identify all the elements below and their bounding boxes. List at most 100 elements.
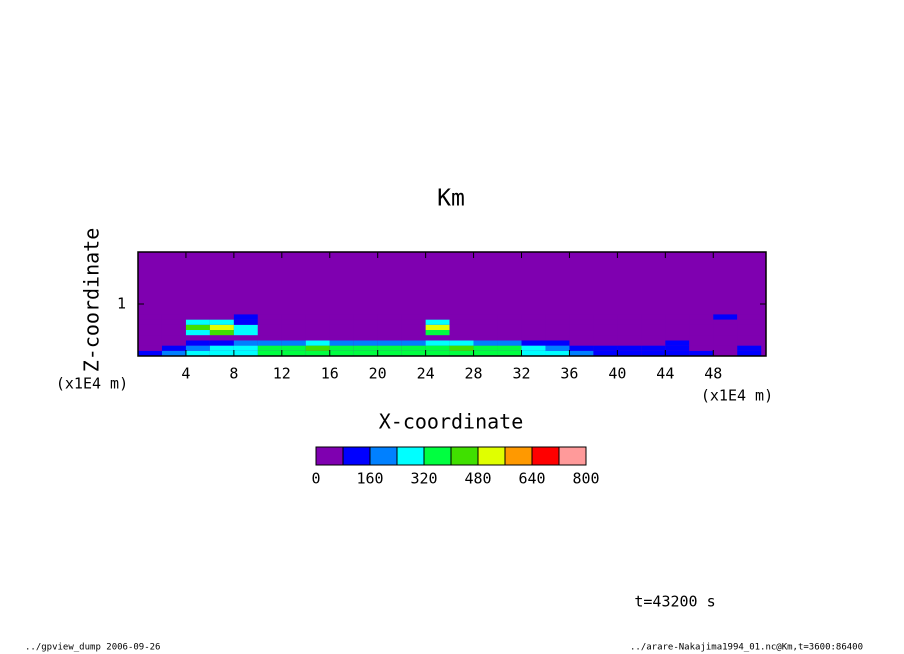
field-cell bbox=[473, 335, 498, 341]
field-cell bbox=[593, 314, 618, 320]
field-cell bbox=[185, 324, 210, 330]
field-cell bbox=[665, 340, 690, 346]
field-cell bbox=[569, 335, 594, 341]
field-cell bbox=[138, 314, 162, 320]
field-cell bbox=[737, 330, 762, 336]
field-cell bbox=[329, 350, 354, 356]
field-cell bbox=[353, 314, 378, 320]
field-cell bbox=[545, 350, 570, 356]
field-cell bbox=[737, 335, 762, 341]
field-cell bbox=[257, 335, 282, 341]
field-cell bbox=[161, 319, 186, 325]
field-cell bbox=[425, 340, 450, 346]
field-cell bbox=[138, 319, 162, 325]
colorbar-box bbox=[558, 446, 587, 466]
field-cell bbox=[593, 340, 618, 346]
x-tick-label: 44 bbox=[656, 365, 674, 383]
field-cell bbox=[329, 324, 354, 330]
field-cell bbox=[641, 340, 666, 346]
field-cell bbox=[473, 319, 498, 325]
field-cell bbox=[713, 324, 738, 330]
field-cell bbox=[665, 330, 690, 336]
field-cell bbox=[257, 324, 282, 330]
field-cell bbox=[545, 324, 570, 330]
field-cell bbox=[497, 330, 522, 336]
field-cell bbox=[473, 330, 498, 336]
field-cell bbox=[138, 330, 162, 336]
field-cell bbox=[281, 345, 306, 351]
field-cell bbox=[353, 319, 378, 325]
x-tick-label: 20 bbox=[369, 365, 387, 383]
field-cell bbox=[233, 314, 258, 320]
field-cell bbox=[425, 345, 450, 351]
field-cell bbox=[497, 314, 522, 320]
field-cell bbox=[185, 330, 210, 336]
field-cell bbox=[713, 340, 738, 346]
field-cell bbox=[425, 319, 450, 325]
field-cell bbox=[329, 330, 354, 336]
field-cell bbox=[233, 350, 258, 356]
field-cell bbox=[161, 345, 186, 351]
x-tick-label: 12 bbox=[273, 365, 291, 383]
colorbar-box bbox=[315, 446, 344, 466]
colorbar-box bbox=[477, 446, 506, 466]
field-cell bbox=[521, 324, 546, 330]
field-cell bbox=[617, 330, 642, 336]
field-cell bbox=[209, 340, 234, 346]
field-cell bbox=[665, 335, 690, 341]
y-unit: (x1E4 m) bbox=[56, 375, 128, 393]
field-cell bbox=[305, 314, 330, 320]
field-cell bbox=[185, 314, 210, 320]
field-cell bbox=[138, 345, 162, 351]
field-cell bbox=[257, 350, 282, 356]
field-cell bbox=[353, 345, 378, 351]
field-cell bbox=[425, 350, 450, 356]
field-cell bbox=[593, 324, 618, 330]
field-cell bbox=[257, 314, 282, 320]
y-axis-label: Z-coordinate bbox=[80, 228, 104, 373]
field-cell bbox=[665, 319, 690, 325]
field-cell bbox=[377, 314, 402, 320]
field-cell bbox=[425, 324, 450, 330]
field-cell bbox=[689, 335, 714, 341]
field-cell bbox=[401, 314, 426, 320]
field-cell bbox=[665, 350, 690, 356]
field-cell bbox=[641, 324, 666, 330]
field-cell bbox=[161, 335, 186, 341]
field-cell bbox=[521, 330, 546, 336]
field-cell bbox=[545, 340, 570, 346]
field-cell bbox=[449, 335, 474, 341]
field-cell bbox=[233, 324, 258, 330]
field-cell bbox=[593, 319, 618, 325]
field-cell bbox=[425, 335, 450, 341]
colorbar-box bbox=[396, 446, 425, 466]
field-cell bbox=[425, 330, 450, 336]
field-cell bbox=[401, 335, 426, 341]
x-tick-label: 4 bbox=[181, 365, 190, 383]
field-cell bbox=[377, 345, 402, 351]
field-cell bbox=[377, 335, 402, 341]
field-cell bbox=[665, 314, 690, 320]
field-cell bbox=[593, 330, 618, 336]
field-cell bbox=[473, 340, 498, 346]
field-cell bbox=[641, 350, 666, 356]
field-cell bbox=[353, 340, 378, 346]
field-cell bbox=[641, 319, 666, 325]
field-cell bbox=[497, 345, 522, 351]
field-cell bbox=[737, 324, 762, 330]
field-cell bbox=[401, 319, 426, 325]
field-cell bbox=[281, 335, 306, 341]
field-cell bbox=[305, 319, 330, 325]
field-cell bbox=[521, 345, 546, 351]
x-tick-label: 8 bbox=[229, 365, 238, 383]
field-cell bbox=[737, 350, 762, 356]
field-cell bbox=[473, 350, 498, 356]
colorbar-label: 480 bbox=[464, 470, 491, 488]
field-cell bbox=[689, 319, 714, 325]
field-cell bbox=[305, 335, 330, 341]
field-cell bbox=[329, 335, 354, 341]
colorbar-label: 160 bbox=[356, 470, 383, 488]
field-cell bbox=[233, 330, 258, 336]
x-tick-label: 32 bbox=[512, 365, 530, 383]
